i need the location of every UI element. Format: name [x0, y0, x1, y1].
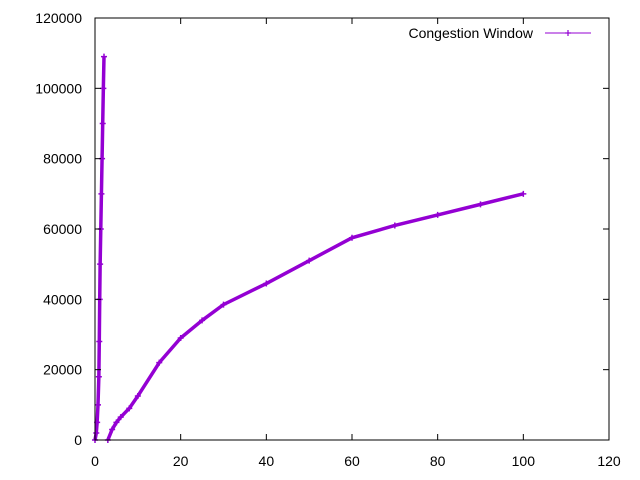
y-tick-label: 20000 — [43, 362, 82, 378]
x-tick-label: 120 — [597, 453, 621, 469]
data-point-marker — [97, 261, 104, 268]
data-point-marker — [113, 419, 120, 426]
data-point-marker — [100, 53, 107, 60]
data-point-marker — [391, 222, 398, 229]
legend-plus-marker — [565, 30, 571, 36]
data-point-marker — [94, 401, 101, 408]
x-tick-label: 80 — [430, 453, 446, 469]
plot-frame — [94, 17, 610, 441]
data-point-marker — [126, 405, 133, 412]
data-point-marker — [199, 317, 206, 324]
data-point-marker — [477, 201, 484, 208]
y-tick-label: 100000 — [35, 80, 82, 96]
data-point-marker — [117, 414, 124, 421]
legend: Congestion Window — [408, 25, 591, 41]
x-tick-label: 60 — [344, 453, 360, 469]
legend-label: Congestion Window — [408, 25, 533, 41]
y-tick-label: 0 — [74, 432, 82, 448]
series-layer — [92, 53, 527, 443]
data-point-marker — [434, 211, 441, 218]
y-tick-label: 120000 — [35, 10, 82, 26]
data-point-marker — [96, 338, 103, 345]
data-point-marker — [134, 393, 141, 400]
data-point-marker — [100, 85, 107, 92]
data-point-marker — [98, 190, 105, 197]
legend-marker-swatch — [565, 30, 571, 36]
x-tick-label: 20 — [173, 453, 189, 469]
data-point-marker — [349, 234, 355, 241]
data-point-marker — [306, 257, 313, 264]
data-point-marker — [99, 120, 106, 127]
data-point-marker — [263, 280, 270, 287]
data-point-marker — [93, 429, 100, 436]
data-point-marker — [520, 190, 527, 197]
series-line — [93, 56, 106, 441]
axes-layer: 0 20 40 60 80 100 120 0 20000 40000 60000 80000 1000… — [35, 10, 621, 469]
y-tick-label: 60000 — [43, 221, 82, 237]
y-tick-label: 80000 — [43, 151, 82, 167]
data-point-marker — [177, 335, 184, 342]
x-tick-label: 0 — [91, 453, 99, 469]
x-tick-label: 40 — [259, 453, 275, 469]
data-point-marker — [95, 373, 102, 380]
data-point-marker — [156, 359, 163, 366]
x-tick-label: 100 — [512, 453, 536, 469]
y-tick-label: 40000 — [43, 291, 82, 307]
series-line — [106, 192, 524, 441]
data-point-marker — [109, 426, 116, 433]
data-point-marker — [220, 301, 227, 308]
